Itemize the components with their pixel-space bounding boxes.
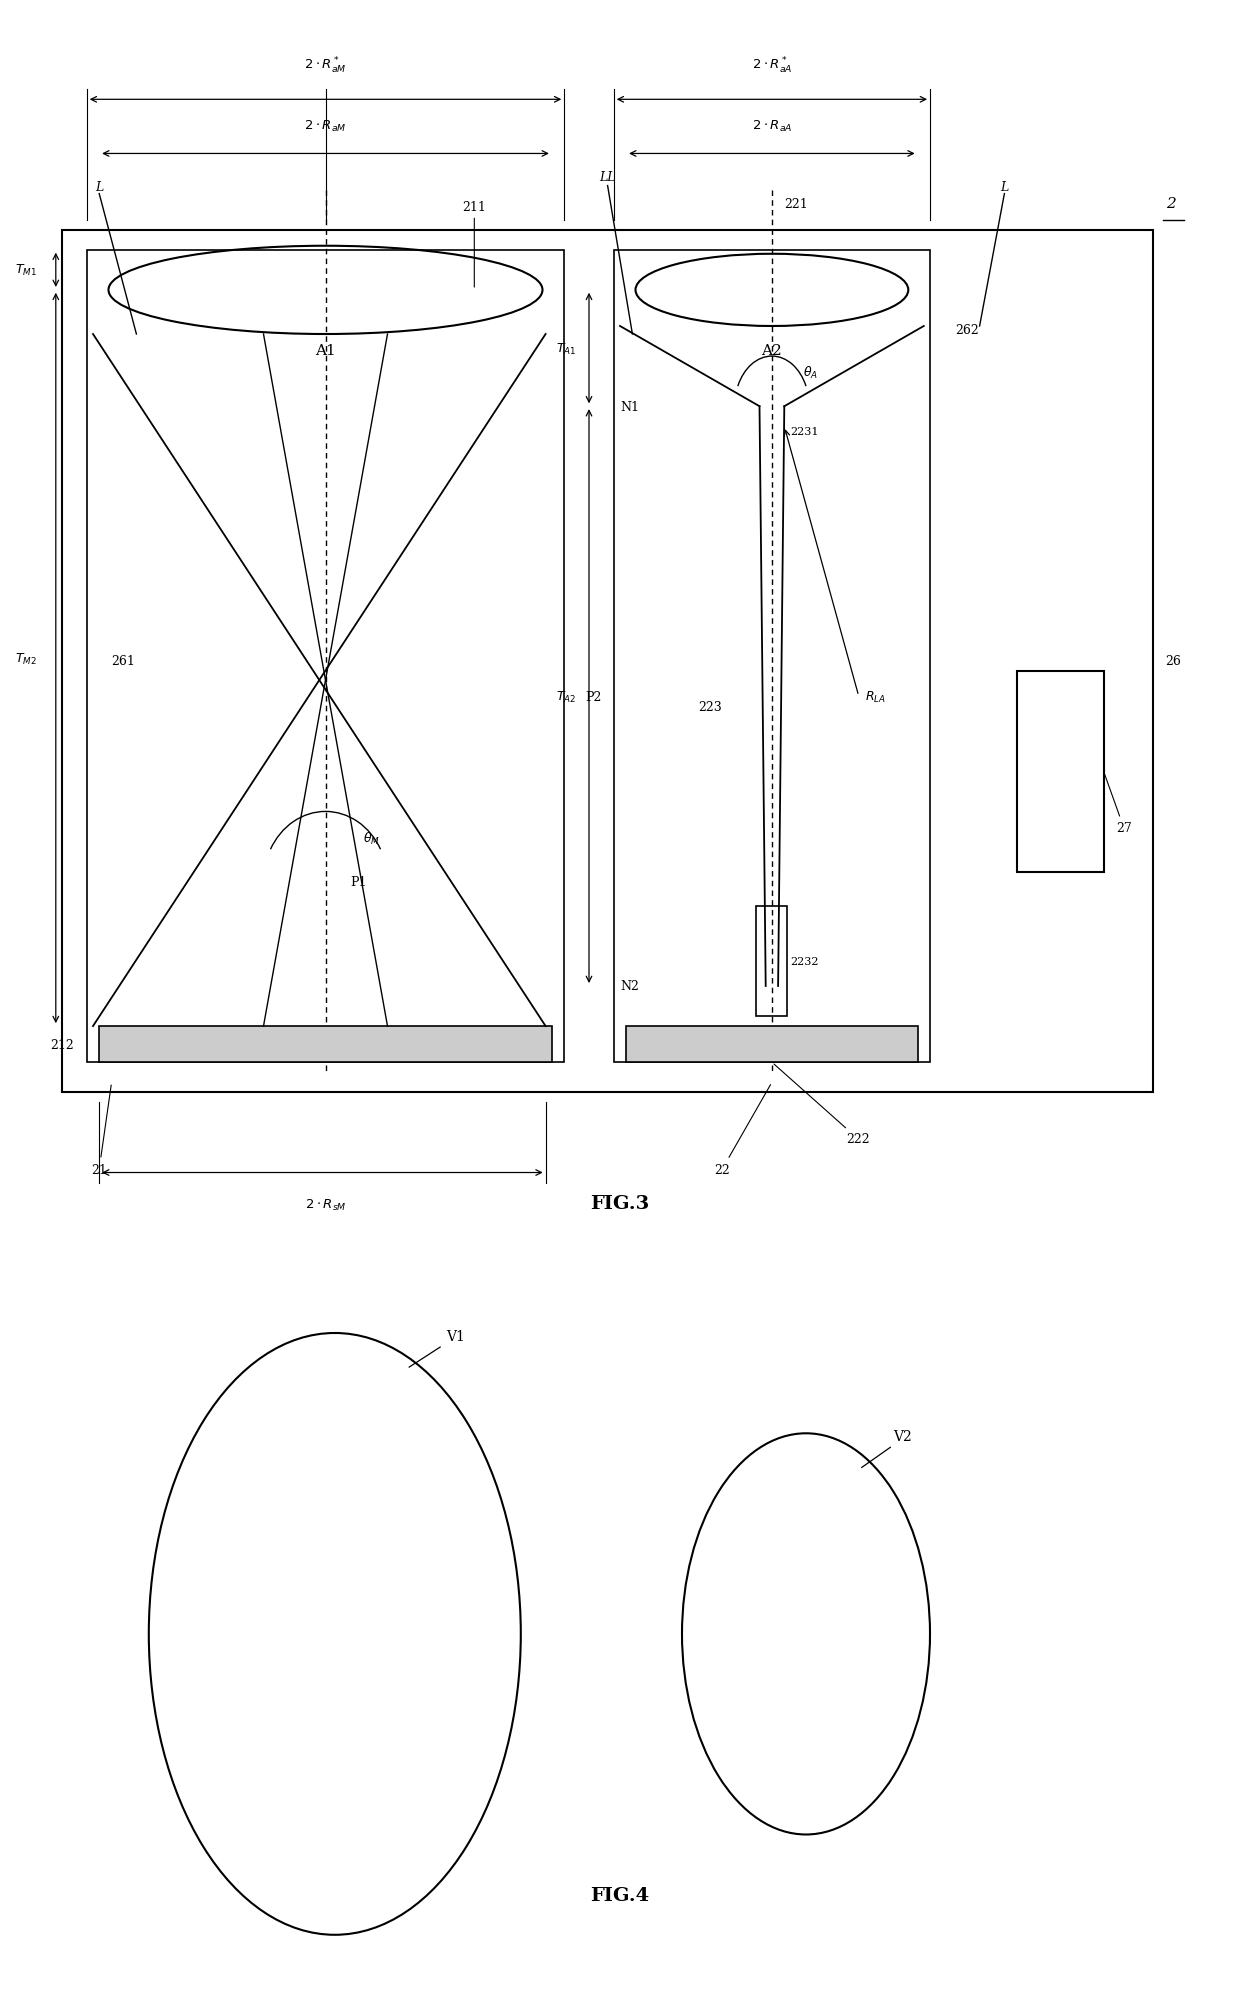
Text: $2 \cdot R_{sM}$: $2 \cdot R_{sM}$ [305,1197,346,1213]
Bar [626,1027,918,1063]
Text: N1: N1 [620,401,639,413]
Text: 223: 223 [698,700,722,714]
Text: $\theta_A$: $\theta_A$ [804,365,818,381]
Text: A1: A1 [315,345,336,357]
Text: $2 \cdot R_{aM}$: $2 \cdot R_{aM}$ [304,118,347,134]
Bar [756,906,787,1017]
Text: $T_{M1}$: $T_{M1}$ [15,263,37,279]
Text: A2: A2 [761,345,782,357]
Text: 2231: 2231 [791,427,818,437]
Text: L: L [1001,180,1008,192]
Text: $2 \cdot R^*_{aA}$: $2 \cdot R^*_{aA}$ [751,56,792,76]
Text: P1: P1 [351,876,367,888]
Text: $T_{A1}$: $T_{A1}$ [557,341,577,357]
Text: 27: 27 [1105,774,1132,834]
Bar [1017,672,1104,872]
Text: N2: N2 [620,980,639,992]
Text: $\theta_M$: $\theta_M$ [362,830,379,846]
Text: 212: 212 [51,1039,74,1051]
Text: 221: 221 [785,198,808,211]
Text: $2 \cdot R^*_{aM}$: $2 \cdot R^*_{aM}$ [304,56,347,76]
Bar [62,231,1153,1093]
Text: 262: 262 [955,325,978,337]
Text: 211: 211 [463,200,486,289]
Text: 261: 261 [112,656,135,668]
Text: 222: 222 [774,1065,870,1145]
Text: $T_{M2}$: $T_{M2}$ [15,652,37,666]
Text: 2232: 2232 [791,956,818,966]
Bar [99,1027,552,1063]
Text: 2: 2 [1166,196,1176,211]
Text: LL: LL [599,170,616,182]
Text: V2: V2 [893,1430,911,1444]
Text: FIG.4: FIG.4 [590,1887,650,1903]
Text: L: L [95,180,103,192]
Text: FIG.3: FIG.3 [590,1195,650,1211]
Text: 21: 21 [92,1085,112,1175]
Text: V1: V1 [446,1329,465,1343]
Text: $R_{LA}$: $R_{LA}$ [866,690,885,704]
Text: 22: 22 [714,1085,770,1175]
Text: $T_{A2}$: $T_{A2}$ [557,690,577,704]
Text: 26: 26 [1166,656,1182,668]
Text: P2: P2 [585,690,601,704]
Text: $2 \cdot R_{aA}$: $2 \cdot R_{aA}$ [751,118,792,134]
Bar [614,251,930,1063]
Bar [87,251,564,1063]
